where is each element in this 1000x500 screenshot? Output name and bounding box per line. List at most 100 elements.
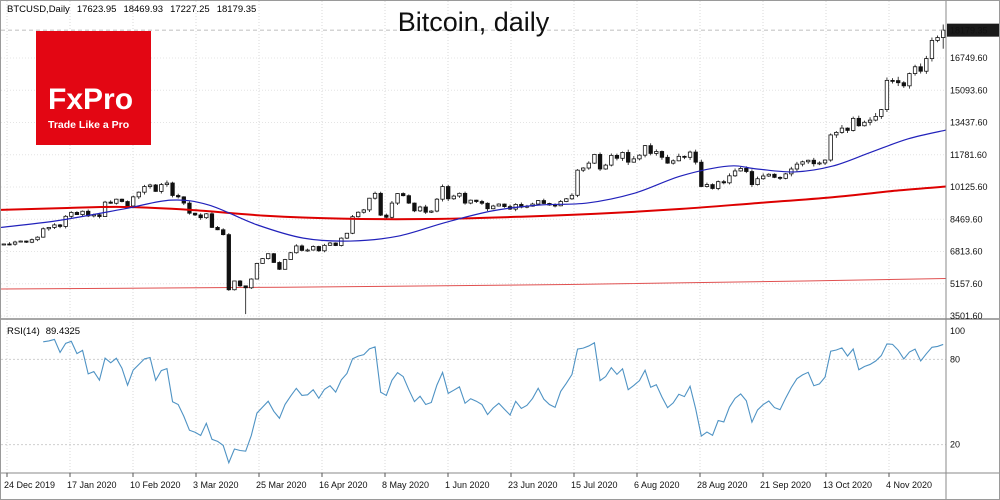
price-axis-label: 5157.60 — [950, 279, 983, 289]
candle-body — [783, 173, 788, 179]
candle-body — [806, 159, 811, 163]
candle-body — [654, 151, 659, 154]
rsi-value: 89.4325 — [45, 326, 81, 337]
candle-body — [288, 252, 293, 260]
candle-body — [648, 145, 653, 154]
candle-body — [131, 196, 136, 207]
candle-body — [699, 161, 704, 187]
date-axis-label: 24 Dec 2019 — [4, 480, 55, 490]
candle-body — [839, 127, 845, 133]
rsi-axis-label: 20 — [950, 440, 960, 450]
candle-body — [401, 193, 406, 197]
candle-body — [311, 246, 316, 251]
candle-body — [361, 209, 366, 213]
candle-body — [294, 245, 299, 254]
rsi-indicator-readout: RSI(14) 89.4325 — [7, 326, 80, 337]
candle-body — [620, 152, 625, 159]
candle-body — [817, 162, 822, 165]
candle-body — [125, 201, 130, 207]
candle-body — [912, 66, 918, 74]
candle-body — [52, 224, 57, 228]
candle-body — [558, 201, 563, 207]
candle-body — [57, 224, 63, 227]
candle-body — [918, 66, 923, 72]
candle-body — [631, 158, 636, 163]
candle-body — [406, 195, 411, 204]
candle-body — [901, 82, 906, 87]
candle-body — [446, 186, 451, 200]
candle-body — [187, 202, 192, 214]
candle-body — [35, 236, 40, 241]
logo-brand-text: FxPro — [48, 82, 134, 116]
candle-body — [147, 184, 153, 187]
date-axis-label: 21 Sep 2020 — [760, 480, 811, 490]
candle-body — [744, 168, 749, 172]
candle-body — [221, 229, 226, 236]
candle-body — [1, 243, 6, 246]
candle-body — [243, 285, 248, 289]
candle-body — [811, 159, 816, 165]
candle-body — [69, 212, 74, 217]
candle-body — [192, 212, 198, 216]
candle-body — [682, 155, 687, 158]
current-price-badge-text: 18179.35 — [950, 26, 988, 36]
candle-body — [603, 164, 608, 170]
candle-body — [659, 151, 665, 158]
price-axis-label: 10125.60 — [950, 182, 988, 192]
candle-body — [536, 200, 541, 205]
candle-body — [266, 253, 271, 259]
candle-body — [642, 145, 648, 156]
ma-slow-line — [1, 185, 947, 221]
candle-body — [384, 214, 389, 218]
candle-body — [46, 227, 51, 230]
candle-body — [468, 199, 473, 204]
candle-body — [676, 155, 681, 162]
candle-body — [339, 237, 344, 246]
candle-body — [277, 262, 282, 270]
candle-body — [142, 186, 147, 193]
candle-body — [609, 154, 614, 166]
candle-body — [485, 202, 490, 210]
candle-body — [198, 214, 203, 219]
candle-body — [350, 216, 355, 234]
symbol-timeframe-label: BTCUSD,Daily — [7, 4, 70, 15]
date-axis-label: 17 Jan 2020 — [67, 480, 117, 490]
candle-body — [822, 159, 828, 164]
candle-body — [732, 170, 738, 177]
candle-body — [665, 156, 670, 164]
rsi-label: RSI(14) — [7, 326, 40, 337]
candle-body — [879, 109, 884, 117]
candle-body — [80, 210, 85, 215]
candle-body — [867, 119, 873, 123]
close-value: 18179.35 — [216, 4, 257, 15]
date-axis-label: 13 Oct 2020 — [823, 480, 872, 490]
candle-body — [637, 154, 642, 160]
candle-body — [176, 195, 181, 198]
candle-body — [29, 239, 35, 243]
candle-body — [564, 198, 569, 202]
candle-body — [929, 40, 935, 59]
candle-body — [322, 244, 327, 252]
rsi-line — [43, 338, 944, 465]
candle-body — [356, 211, 361, 218]
candle-body — [7, 243, 12, 246]
candle-body — [800, 161, 805, 165]
ma-fast-line — [1, 129, 947, 242]
candle-body — [597, 153, 603, 170]
candle-body — [18, 240, 23, 243]
open-value: 17623.95 — [76, 4, 117, 15]
rsi-axis-label: 80 — [950, 354, 960, 364]
low-value: 17227.25 — [170, 4, 210, 15]
date-axis-label: 16 Apr 2020 — [319, 480, 368, 490]
candle-body — [704, 184, 710, 187]
candle-body — [581, 167, 586, 171]
candle-body — [541, 200, 546, 204]
candle-body — [941, 29, 946, 38]
candle-body — [935, 37, 940, 41]
candle-body — [344, 232, 350, 239]
candle-body — [828, 134, 833, 161]
price-axis-label: 6813.60 — [950, 247, 983, 257]
candle-body — [412, 202, 417, 212]
ohlc-readout: BTCUSD,Daily 17623.95 18469.93 17227.25 1817… — [7, 4, 263, 15]
